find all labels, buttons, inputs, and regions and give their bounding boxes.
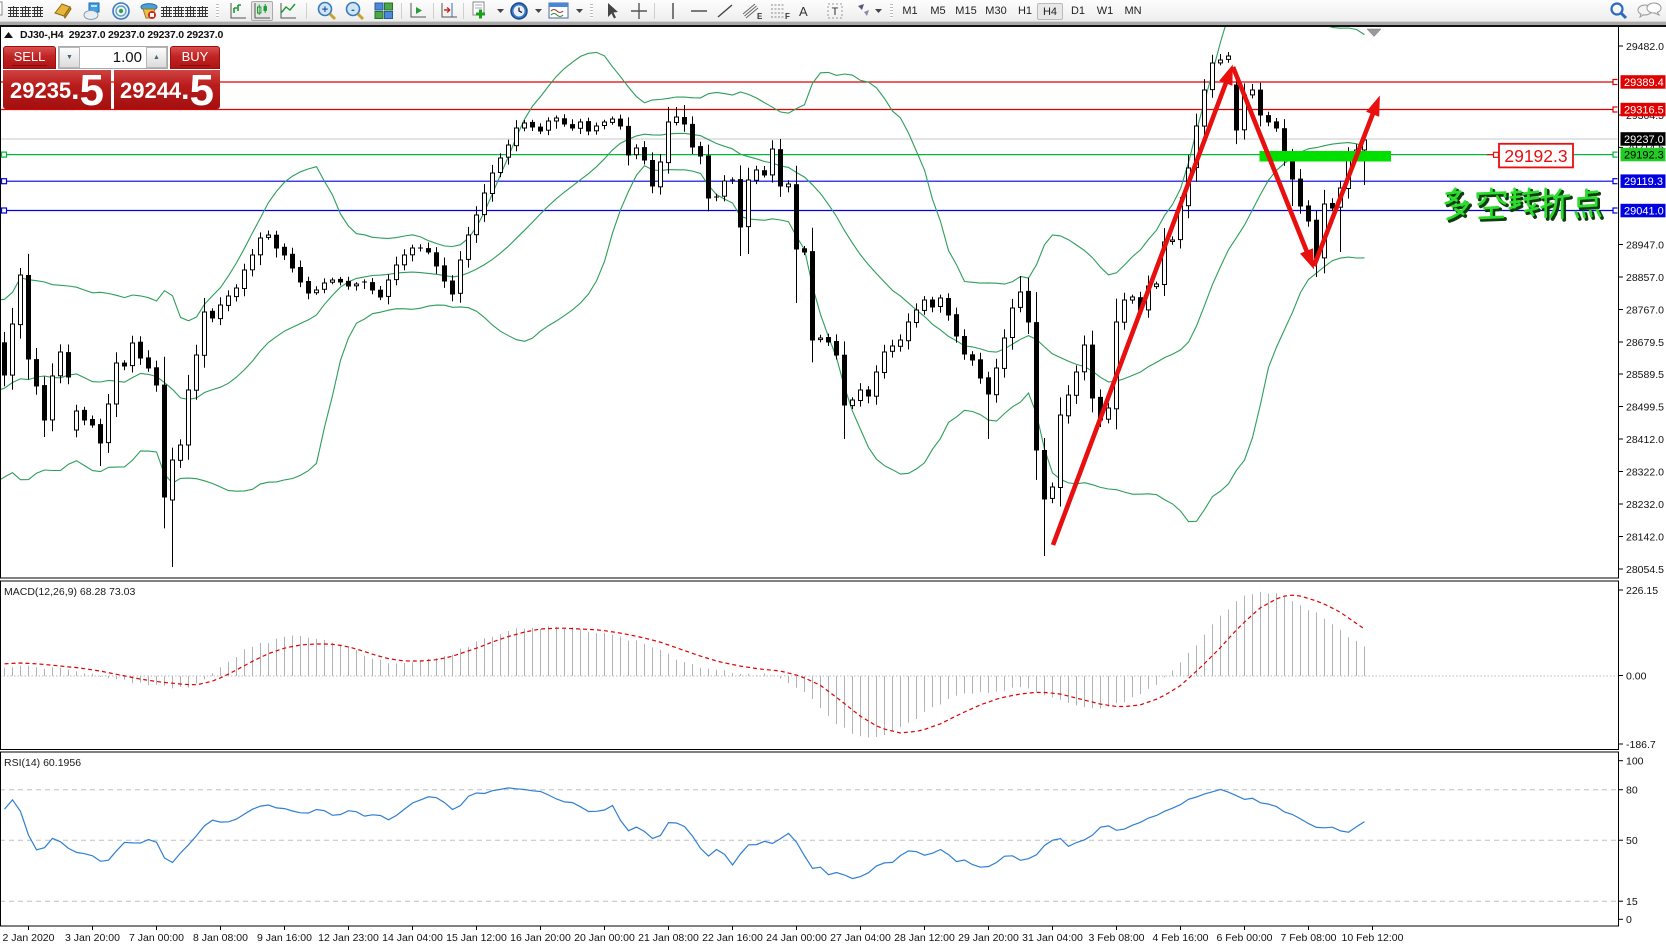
svg-text:4 Feb 16:00: 4 Feb 16:00 bbox=[1152, 932, 1208, 944]
svg-text:RSI(14) 60.1956: RSI(14) 60.1956 bbox=[4, 757, 81, 769]
svg-text:28947.0: 28947.0 bbox=[1626, 239, 1664, 251]
svg-text:28232.0: 28232.0 bbox=[1626, 499, 1664, 511]
svg-text:3 Feb 08:00: 3 Feb 08:00 bbox=[1088, 932, 1144, 944]
svg-text:MACD(12,26,9) 68.28 73.03: MACD(12,26,9) 68.28 73.03 bbox=[4, 586, 135, 598]
svg-text:3 Jan 20:00: 3 Jan 20:00 bbox=[65, 932, 120, 944]
svg-text:29389.4: 29389.4 bbox=[1624, 77, 1664, 89]
svg-text:29316.5: 29316.5 bbox=[1624, 105, 1664, 117]
svg-text:28679.5: 28679.5 bbox=[1626, 337, 1664, 349]
svg-text:29237.0: 29237.0 bbox=[1624, 134, 1664, 146]
svg-text:F: F bbox=[785, 12, 790, 21]
svg-text:6 Feb 00:00: 6 Feb 00:00 bbox=[1216, 932, 1272, 944]
svg-text:28857.0: 28857.0 bbox=[1626, 272, 1664, 284]
svg-text:28499.5: 28499.5 bbox=[1626, 401, 1664, 413]
svg-text:7 Feb 08:00: 7 Feb 08:00 bbox=[1280, 932, 1336, 944]
svg-text:2 Jan 2020: 2 Jan 2020 bbox=[3, 932, 55, 944]
svg-text:28767.0: 28767.0 bbox=[1626, 304, 1664, 316]
svg-text:29 Jan 20:00: 29 Jan 20:00 bbox=[958, 932, 1019, 944]
svg-text:100: 100 bbox=[1626, 756, 1644, 768]
svg-text:28412.0: 28412.0 bbox=[1626, 434, 1664, 446]
svg-text:15 Jan 12:00: 15 Jan 12:00 bbox=[446, 932, 507, 944]
svg-text:0.00: 0.00 bbox=[1626, 670, 1647, 682]
svg-text:21 Jan 08:00: 21 Jan 08:00 bbox=[638, 932, 699, 944]
svg-text:15: 15 bbox=[1626, 896, 1638, 908]
svg-text:10 Feb 12:00: 10 Feb 12:00 bbox=[1342, 932, 1404, 944]
svg-text:9 Jan 16:00: 9 Jan 16:00 bbox=[257, 932, 312, 944]
svg-text:29041.0: 29041.0 bbox=[1624, 206, 1664, 218]
svg-text:31 Jan 04:00: 31 Jan 04:00 bbox=[1022, 932, 1083, 944]
svg-text:28589.5: 28589.5 bbox=[1626, 369, 1664, 381]
svg-text:22 Jan 16:00: 22 Jan 16:00 bbox=[702, 932, 763, 944]
svg-text:28142.0: 28142.0 bbox=[1626, 531, 1664, 543]
svg-text:T: T bbox=[832, 6, 839, 18]
svg-text:29482.0: 29482.0 bbox=[1626, 41, 1664, 53]
svg-text:28 Jan 12:00: 28 Jan 12:00 bbox=[894, 932, 955, 944]
svg-text:29192.3: 29192.3 bbox=[1624, 150, 1664, 162]
svg-text:+: + bbox=[322, 4, 328, 16]
svg-text:226.15: 226.15 bbox=[1626, 585, 1658, 597]
svg-text:50: 50 bbox=[1626, 835, 1638, 847]
svg-text:27 Jan 04:00: 27 Jan 04:00 bbox=[830, 932, 891, 944]
svg-text:16 Jan 20:00: 16 Jan 20:00 bbox=[510, 932, 571, 944]
svg-text:14 Jan 04:00: 14 Jan 04:00 bbox=[382, 932, 443, 944]
svg-text:12 Jan 23:00: 12 Jan 23:00 bbox=[318, 932, 379, 944]
svg-text:0: 0 bbox=[1626, 914, 1632, 926]
svg-text:8 Jan 08:00: 8 Jan 08:00 bbox=[193, 932, 248, 944]
svg-text:28322.0: 28322.0 bbox=[1626, 466, 1664, 478]
svg-text:-186.7: -186.7 bbox=[1626, 739, 1656, 751]
svg-text:29119.3: 29119.3 bbox=[1624, 176, 1663, 188]
svg-text:7 Jan 00:00: 7 Jan 00:00 bbox=[129, 932, 184, 944]
svg-text:80: 80 bbox=[1626, 785, 1638, 797]
svg-text:28054.5: 28054.5 bbox=[1626, 564, 1664, 576]
svg-text:24 Jan 00:00: 24 Jan 00:00 bbox=[766, 932, 827, 944]
svg-text:29192.3: 29192.3 bbox=[1504, 146, 1567, 166]
svg-text:E: E bbox=[757, 12, 763, 21]
svg-text:-: - bbox=[351, 4, 355, 16]
svg-text:20 Jan 00:00: 20 Jan 00:00 bbox=[574, 932, 635, 944]
